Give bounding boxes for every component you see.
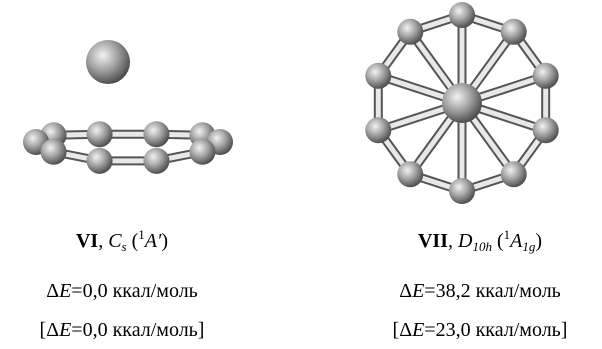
atom xyxy=(449,178,475,204)
text-segment: VII xyxy=(418,230,448,252)
atom xyxy=(449,2,475,28)
text-segment: E xyxy=(59,319,71,341)
atom xyxy=(397,161,423,187)
text-segment: [Δ xyxy=(393,319,413,341)
text-segment: Δ xyxy=(399,280,412,302)
energy: ΔE=0,0 ккал/моль xyxy=(46,280,198,303)
text-segment: E xyxy=(412,280,424,302)
text-segment: =23,0 ккал/моль] xyxy=(424,319,567,341)
atom xyxy=(41,139,67,165)
atom xyxy=(442,83,482,123)
text-segment: , xyxy=(448,230,458,252)
text-segment: =0,0 ккал/моль xyxy=(71,280,198,302)
atom xyxy=(143,148,169,174)
text-segment: C xyxy=(108,230,121,252)
energy-alt: [ΔE=0,0 ккал/моль] xyxy=(40,319,205,342)
text-segment: [Δ xyxy=(40,319,60,341)
caption: VII, D10h (1A1g) xyxy=(418,227,542,255)
text-segment: D xyxy=(458,230,472,252)
atom xyxy=(501,19,527,45)
atom xyxy=(189,139,215,165)
text-segment: =0,0 ккал/моль] xyxy=(71,319,204,341)
text-segment: 1g xyxy=(522,239,535,254)
energy-alt: [ΔE=23,0 ккал/моль] xyxy=(393,319,568,342)
text-segment: A′ xyxy=(145,230,162,252)
text-segment: VI xyxy=(76,230,98,252)
figure: VI, Cs (1A′) ΔE=0,0 ккал/моль [ΔE=0,0 кк… xyxy=(0,0,602,349)
text-segment: Δ xyxy=(46,280,59,302)
atom xyxy=(533,63,559,89)
structure-vii xyxy=(365,2,558,204)
text-segment: ( xyxy=(127,230,139,252)
structure-vi xyxy=(23,40,233,174)
text-segment: ) xyxy=(161,230,168,252)
text-segment: A xyxy=(510,230,522,252)
text-segment: E xyxy=(59,280,71,302)
atom xyxy=(143,121,169,147)
atom xyxy=(87,148,113,174)
atom xyxy=(397,19,423,45)
text-segment: ) xyxy=(535,230,542,252)
atom xyxy=(533,117,559,143)
molecules xyxy=(0,0,602,215)
text-segment: E xyxy=(412,319,424,341)
text-segment: =38,2 ккал/моль xyxy=(424,280,561,302)
caption: VI, Cs (1A′) xyxy=(76,227,168,255)
atom xyxy=(365,63,391,89)
energy: ΔE=38,2 ккал/моль xyxy=(399,280,561,303)
atom xyxy=(87,121,113,147)
text-segment: ( xyxy=(492,230,504,252)
text-segment: , xyxy=(98,230,108,252)
atom xyxy=(86,40,130,84)
text-segment: 10h xyxy=(472,239,492,254)
atom xyxy=(365,117,391,143)
atom xyxy=(501,161,527,187)
